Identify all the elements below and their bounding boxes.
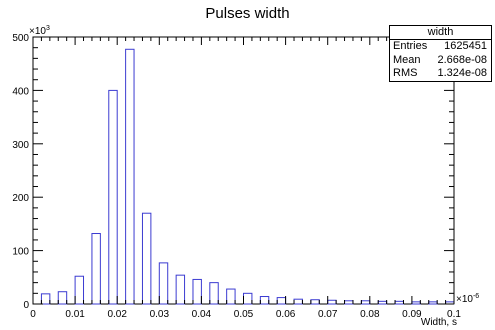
stats-label: Entries xyxy=(393,40,428,52)
x-axis-label: Width, s xyxy=(420,317,457,328)
y-tick-label: 400 xyxy=(12,86,29,97)
x-tick-label: 0.1 xyxy=(447,309,461,320)
y-axis-multiplier: ×103 xyxy=(29,25,50,37)
x-tick-label: 0.08 xyxy=(360,309,380,320)
y-tick-label: 200 xyxy=(12,193,29,204)
histogram-bar xyxy=(377,300,388,305)
histogram-bar xyxy=(428,301,438,305)
x-tick-label: 0.07 xyxy=(318,309,338,320)
histogram-bar xyxy=(344,300,354,305)
stats-box: width Entries 1625451 Mean 2.668e-08 RMS… xyxy=(389,25,492,82)
stats-label: Mean xyxy=(393,53,421,66)
histogram-bar xyxy=(293,298,303,305)
x-tick-label: 0.05 xyxy=(234,309,254,320)
histogram-bar xyxy=(57,291,68,305)
x-tick-label: 0.01 xyxy=(65,309,85,320)
x-tick-label: 0.03 xyxy=(150,309,170,320)
y-axis-multiplier-exponent: 3 xyxy=(46,25,50,32)
x-tick-label: 0 xyxy=(30,309,36,320)
stats-value: 1.324e-08 xyxy=(437,67,487,79)
stats-value: 1625451 xyxy=(444,40,487,52)
histogram-bar xyxy=(74,275,85,305)
y-tick-label: 300 xyxy=(12,140,29,151)
y-tick-label: 100 xyxy=(12,247,29,258)
stats-value: 2.668e-08 xyxy=(437,53,487,66)
y-tick-label: 0 xyxy=(23,300,29,311)
x-axis-multiplier-exponent: -6 xyxy=(473,293,479,300)
histogram-bar xyxy=(125,48,135,305)
histogram-bar xyxy=(226,288,236,305)
chart-title: Pulses width xyxy=(205,5,290,22)
x-tick-label: 0.04 xyxy=(192,309,212,320)
stats-row-rms: RMS 1.324e-08 xyxy=(390,67,491,81)
stats-label: RMS xyxy=(393,67,418,79)
histogram-bar xyxy=(243,292,253,305)
histogram-bar xyxy=(158,262,169,305)
histogram-bar xyxy=(40,293,51,305)
histogram-bar xyxy=(310,299,320,305)
histogram-bar xyxy=(360,300,371,305)
histogram-bar xyxy=(175,274,186,305)
x-axis-multiplier: ×10-6 xyxy=(456,293,479,305)
x-tick-label: 0.02 xyxy=(107,309,127,320)
y-tick-label: 500 xyxy=(12,33,29,44)
histogram-bar xyxy=(141,212,152,305)
histogram-bar xyxy=(192,278,202,305)
histogram-bar xyxy=(108,89,118,305)
histogram-bar xyxy=(91,233,101,305)
stats-row-mean: Mean 2.668e-08 xyxy=(390,54,491,68)
histogram-bar xyxy=(259,296,270,305)
histogram-bar xyxy=(327,299,337,305)
y-axis: 0 100 200 300 400 500×103 xyxy=(12,25,454,311)
stats-row-entries: Entries 1625451 xyxy=(390,40,491,54)
histogram-bar xyxy=(394,300,404,305)
x-tick-label: 0.06 xyxy=(276,309,296,320)
x-tick-label: 0.09 xyxy=(402,309,422,320)
stats-box-title: width xyxy=(390,26,491,40)
histogram-bars xyxy=(40,48,455,305)
histogram-bar xyxy=(411,301,421,305)
histogram-bar xyxy=(209,282,219,305)
histogram-bar xyxy=(276,297,287,305)
